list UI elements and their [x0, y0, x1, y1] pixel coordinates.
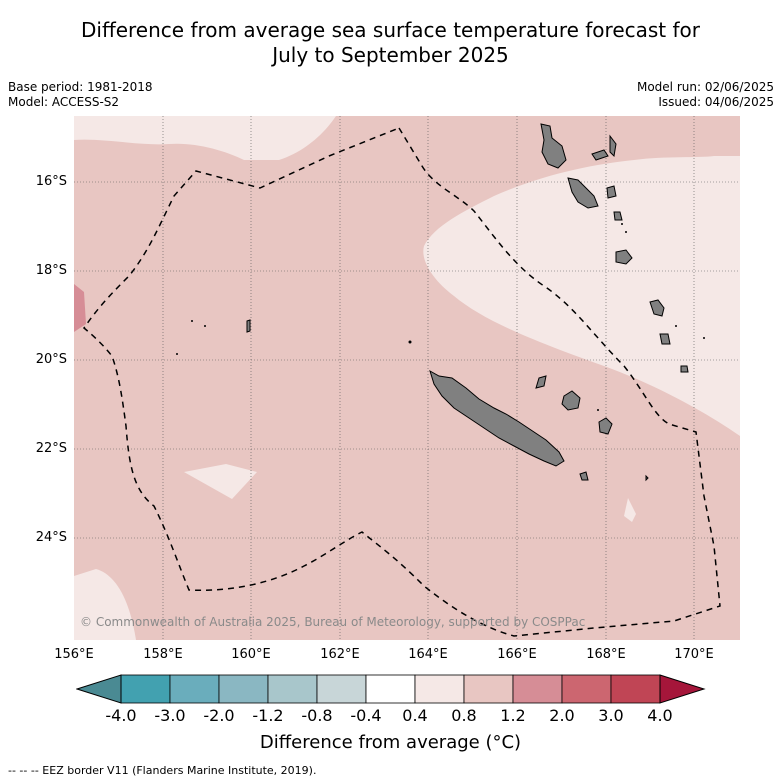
issued-date: Issued: 04/06/2025: [658, 95, 774, 109]
colorbar-tick: -0.8: [301, 706, 333, 725]
colorbar-segment: [316, 674, 367, 704]
lon-label-164e: 164°E: [408, 647, 448, 662]
malekula-land: [567, 177, 599, 209]
colorbar-segment: [610, 674, 661, 704]
colorbar-tick: 1.2: [500, 706, 526, 725]
colorbar-tick: 3.0: [598, 706, 624, 725]
loyalty-island-lifou: [561, 390, 581, 411]
colorbar-tick: -2.0: [203, 706, 235, 725]
erromango-land: [649, 299, 665, 317]
meta-left: Base period: 1981-2018 Model: ACCESS-S2: [8, 80, 153, 110]
meta-right: Model run: 02/06/2025 Issued: 04/06/2025: [637, 80, 774, 110]
colorbar-segment: [512, 674, 563, 704]
colorbar-tick: 2.0: [549, 706, 575, 725]
lat-label-20s: 20°S: [35, 352, 67, 367]
tanna-land: [659, 333, 671, 345]
lon-label-170e: 170°E: [674, 647, 714, 662]
eez-legend-footnote: -- -- -- EEZ border V11 (Flanders Marine…: [8, 764, 317, 777]
lat-label-24s: 24°S: [35, 530, 67, 545]
model-run: Model run: 02/06/2025: [636, 80, 774, 94]
copyright-notice: © Commonwealth of Australia 2025, Bureau…: [80, 615, 586, 629]
anomaly-band-light-east: [423, 156, 740, 436]
colorbar-label: Difference from average (°C): [259, 732, 522, 753]
lon-label-166e: 166°E: [497, 647, 537, 662]
loyalty-island-ouvea: [535, 375, 547, 389]
isle-of-pines: [579, 471, 589, 481]
lat-label-16s: 16°S: [35, 174, 67, 189]
colorbar-segment: [414, 674, 465, 704]
maewo-island: [606, 185, 617, 199]
loyalty-island-mare: [598, 417, 613, 435]
title-line-1: Difference from average sea surface temp…: [80, 18, 700, 42]
small-islets: [176, 223, 705, 411]
colorbar-over-arrow: [659, 674, 706, 704]
base-period: Base period: 1981-2018: [8, 80, 153, 94]
lon-label-162e: 162°E: [320, 647, 360, 662]
colorbar-tick: 0.8: [451, 706, 477, 725]
colorbar-segment: [267, 674, 318, 704]
colorbar: [76, 674, 706, 704]
anomaly-band-light-southwest: [74, 569, 136, 640]
colorbar-segment: [169, 674, 220, 704]
new-caledonia-land: [429, 369, 565, 467]
lon-label-156e: 156°E: [54, 647, 94, 662]
colorbar-tick: 0.4: [402, 706, 428, 725]
efate-land: [615, 249, 633, 265]
anomaly-band-warm-patch: [74, 284, 86, 332]
lat-label-22s: 22°S: [35, 441, 67, 456]
aneityum-island: [680, 365, 689, 373]
walpole-island: [645, 474, 649, 482]
gridlines: [74, 116, 740, 640]
lon-label-168e: 168°E: [586, 647, 626, 662]
colorbar-segment: [561, 674, 612, 704]
anomaly-band-light-patch-west: [184, 464, 257, 499]
colorbar-tick: -3.0: [154, 706, 186, 725]
sst-anomaly-map: [74, 116, 740, 640]
colorbar-segment: [120, 674, 171, 704]
colorbar-under-arrow: [76, 674, 122, 704]
lon-label-160e: 160°E: [231, 647, 271, 662]
espiritu-santo-land: [540, 123, 567, 169]
anomaly-band-light-patch-east: [624, 498, 636, 522]
colorbar-tick: -1.2: [252, 706, 284, 725]
colorbar-tick: -0.4: [350, 706, 382, 725]
lat-label-18s: 18°S: [35, 263, 67, 278]
colorbar-segments: [120, 674, 661, 704]
colorbar-segment: [218, 674, 269, 704]
colorbar-tick: -4.0: [105, 706, 137, 725]
pentecost-land: [609, 134, 617, 158]
lon-label-158e: 158°E: [143, 647, 183, 662]
chesterfield-reef: [246, 319, 251, 333]
land-masses: [246, 123, 689, 482]
anomaly-band-light-top: [74, 116, 336, 160]
colorbar-segment: [463, 674, 514, 704]
colorbar-tick: 4.0: [647, 706, 673, 725]
ambae-land: [591, 149, 609, 161]
shepherd-islands: [613, 211, 623, 221]
colorbar-segment: [365, 674, 416, 704]
model-name: Model: ACCESS-S2: [8, 95, 120, 109]
title-line-2: July to September 2025: [272, 43, 509, 67]
map-title: Difference from average sea surface temp…: [0, 18, 781, 68]
